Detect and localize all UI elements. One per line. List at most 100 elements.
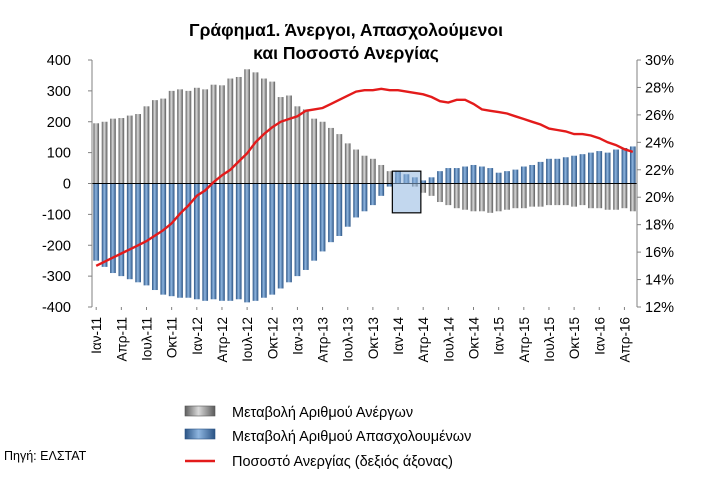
bar-employed [487,168,493,183]
bar-unemployed [177,89,183,183]
x-tick-label: Ιουλ-13 [341,317,356,362]
bar-unemployed [437,184,443,203]
bar-employed [269,184,275,295]
bar-unemployed [605,184,611,210]
legend-swatch-employed [185,429,215,439]
chart-title-line1: Γράφημα1. Άνεργοι, Απασχολούμενοι [189,20,503,40]
bar-unemployed [236,77,242,184]
x-tick-label: Ιουλ-14 [441,317,456,362]
bar-unemployed [219,85,225,183]
bar-employed [429,177,435,183]
bar-unemployed [370,159,376,184]
bar-employed [370,184,376,206]
bar-unemployed [345,143,351,183]
bar-unemployed [445,184,451,206]
bar-employed [462,167,468,184]
x-tick-label: Απρ-13 [316,317,331,363]
bar-unemployed [194,88,200,184]
left-tick-label: 100 [47,146,71,162]
bar-employed [353,184,359,218]
bar-employed [211,184,217,300]
bars [93,69,635,302]
right-tick-label: 18% [645,218,674,234]
bar-unemployed [160,99,166,184]
bar-employed [479,167,485,184]
bar-employed [244,184,250,303]
crossover-highlight [392,171,421,213]
bar-unemployed [554,184,560,206]
legend-label-rate: Ποσοστό Ανεργίας (δεξιός άξονας) [232,454,453,470]
bar-employed [227,184,233,301]
bar-employed [538,162,544,184]
bar-unemployed [118,118,124,183]
bar-unemployed [102,122,108,184]
bar-unemployed [328,128,334,184]
bar-unemployed [529,184,535,207]
bar-employed [118,184,124,277]
bar-unemployed [135,114,141,183]
bar-employed [186,184,192,298]
bar-employed [529,165,535,184]
bar-unemployed [152,100,158,183]
x-tick-label: Ιαν-11 [89,317,104,354]
bar-unemployed [563,184,569,206]
x-tick-label: Απρ-12 [215,317,230,363]
bar-employed [320,184,326,252]
bar-unemployed [353,150,359,184]
bar-employed [554,159,560,184]
left-tick-label: 300 [47,84,71,100]
bar-employed [102,184,108,267]
bar-unemployed [504,184,510,210]
x-tick-label: Ιαν-14 [391,317,406,355]
bar-unemployed [278,97,284,183]
x-tick-label: Απρ-16 [617,317,632,363]
legend: Μεταβολή Αριθμού Ανέργων Μεταβολή Αριθμο… [185,405,471,470]
left-tick-label: 200 [47,115,71,131]
right-tick-label: 22% [645,163,674,179]
right-axis: 30% 28% 26% 24% 22% 20% 18% 16% 14% 12% [637,53,674,316]
left-tick-label: -300 [42,269,71,285]
bar-employed [303,184,309,270]
x-tick-label: Ιουλ-15 [542,317,557,362]
legend-label-employed: Μεταβολή Αριθμού Απασχολουμένων [232,429,471,445]
bar-unemployed [253,72,259,183]
bar-unemployed [571,184,577,207]
bar-employed [605,153,611,184]
bar-unemployed [454,184,460,209]
bar-unemployed [429,184,435,196]
x-tick-label: Οκτ-14 [467,317,482,360]
bar-unemployed [320,122,326,184]
bar-unemployed [596,184,602,209]
x-tick-label: Οκτ-15 [567,317,582,359]
x-tick-label: Οκτ-11 [165,317,180,358]
bar-employed [169,184,175,297]
highlight-box [392,171,421,213]
x-axis: Ιαν-11 Απρ-11 Ιουλ-11 Οκτ-11 Ιαν-12 Απρ-12 Ιου… [89,307,632,363]
bar-employed [496,173,502,184]
x-tick-label: Ιαν-16 [592,317,607,355]
right-tick-label: 26% [645,108,674,124]
bar-unemployed [487,184,493,213]
bar-unemployed [471,184,477,212]
bar-employed [144,184,150,286]
bar-unemployed [538,184,544,207]
bar-employed [219,184,225,301]
bar-unemployed [244,69,250,183]
bar-unemployed [311,119,317,184]
x-tick-label: Οκτ-12 [265,317,280,359]
bar-employed [571,156,577,184]
bar-unemployed [622,184,628,209]
bar-employed [454,168,460,183]
chart: Γράφημα1. Άνεργοι, Απασχολούμενοι και Πο… [0,0,721,484]
bar-employed [437,171,443,183]
bar-unemployed [336,134,342,183]
chart-title-line2: και Ποσοστό Ανεργίας [253,43,439,63]
bar-employed [177,184,183,298]
bar-employed [596,151,602,183]
left-tick-label: 0 [63,177,71,193]
bar-unemployed [110,119,116,184]
bar-unemployed [286,96,292,184]
bar-unemployed [462,184,468,210]
bar-unemployed [521,184,527,209]
bar-unemployed [144,106,150,183]
